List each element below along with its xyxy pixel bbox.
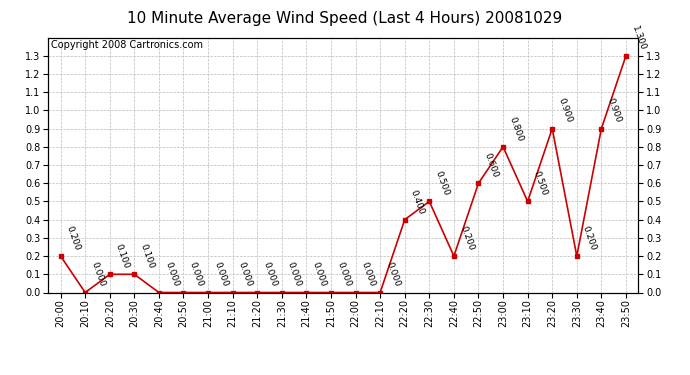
Text: 0.800: 0.800 <box>507 115 524 142</box>
Text: 0.200: 0.200 <box>581 225 598 252</box>
Text: 0.000: 0.000 <box>188 261 205 288</box>
Text: 0.600: 0.600 <box>482 152 500 179</box>
Text: 0.000: 0.000 <box>359 261 377 288</box>
Text: 0.100: 0.100 <box>139 243 156 270</box>
Text: 0.000: 0.000 <box>286 261 304 288</box>
Text: 0.500: 0.500 <box>532 170 549 197</box>
Text: 0.400: 0.400 <box>409 188 426 216</box>
Text: 0.000: 0.000 <box>163 261 180 288</box>
Text: 0.100: 0.100 <box>114 243 131 270</box>
Text: 10 Minute Average Wind Speed (Last 4 Hours) 20081029: 10 Minute Average Wind Speed (Last 4 Hou… <box>128 11 562 26</box>
Text: 0.000: 0.000 <box>335 261 353 288</box>
Text: 0.000: 0.000 <box>89 261 107 288</box>
Text: 0.500: 0.500 <box>433 170 451 197</box>
Text: 0.900: 0.900 <box>556 97 573 124</box>
Text: 0.000: 0.000 <box>310 261 328 288</box>
Text: 0.000: 0.000 <box>384 261 402 288</box>
Text: Copyright 2008 Cartronics.com: Copyright 2008 Cartronics.com <box>51 40 204 50</box>
Text: 0.000: 0.000 <box>213 261 230 288</box>
Text: 0.200: 0.200 <box>65 225 82 252</box>
Text: 0.200: 0.200 <box>458 225 475 252</box>
Text: 0.000: 0.000 <box>237 261 254 288</box>
Text: 0.000: 0.000 <box>262 261 279 288</box>
Text: 1.300: 1.300 <box>630 24 647 51</box>
Text: 0.900: 0.900 <box>606 97 623 124</box>
